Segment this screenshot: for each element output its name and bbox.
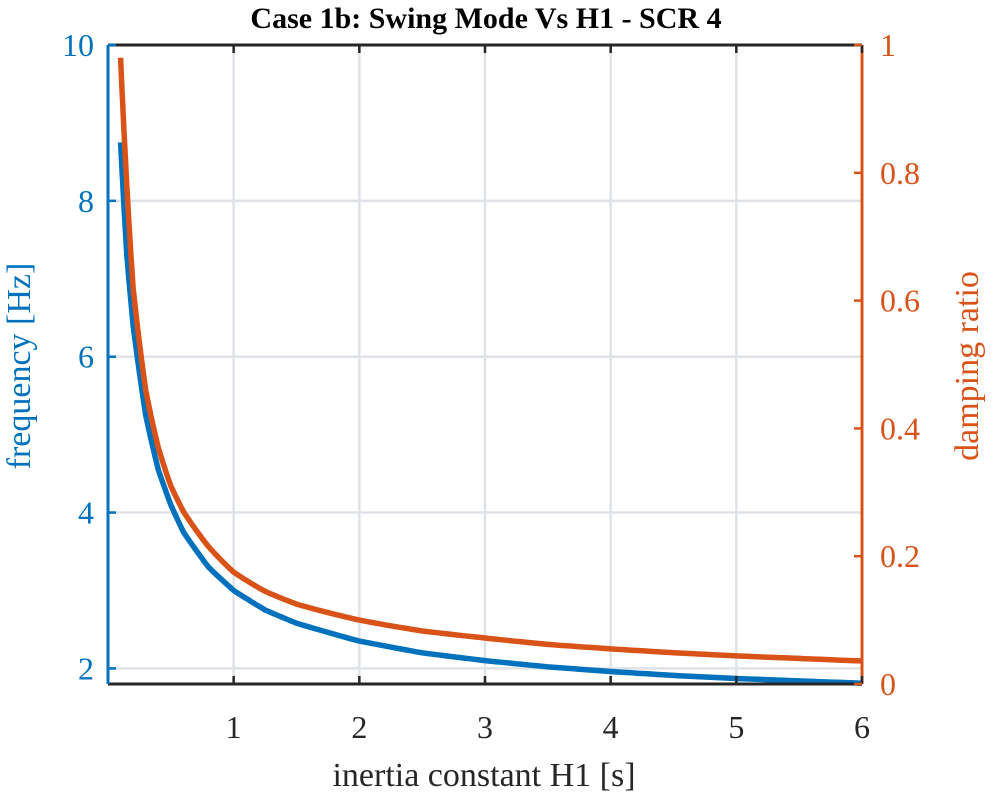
damping-ratio-line: [117, 57, 863, 664]
y-right-tick-label: 0.8: [880, 155, 920, 191]
series-lines: [117, 57, 863, 686]
y-left-tick-label: 4: [78, 495, 94, 531]
grid: [108, 45, 862, 684]
frequency-line: [117, 142, 863, 686]
y-right-tick-label: 1: [880, 27, 896, 63]
y-right-tick-label: 0.4: [880, 410, 920, 446]
y-left-tick-label: 2: [78, 650, 94, 686]
x-tick-label: 1: [226, 709, 242, 745]
x-tick-label: 3: [477, 709, 493, 745]
ticks: 1 2 3 4 5 6 2 4 6 8 10 0 0.2 0.4 0.6 0.8 1: [62, 27, 920, 745]
y-right-tick-label: 0: [880, 666, 896, 702]
y-right-tick-label: 0.6: [880, 283, 920, 319]
y-left-tick-label: 10: [62, 27, 94, 63]
y-axis-label-left: frequency [Hz]: [1, 263, 38, 470]
y-left-tick-label: 6: [78, 339, 94, 375]
x-tick-label: 2: [351, 709, 367, 745]
x-tick-label: 5: [728, 709, 744, 745]
x-tick-label: 6: [854, 709, 870, 745]
y-axis-label-right: damping ratio: [949, 271, 986, 461]
chart-title: Case 1b: Swing Mode Vs H1 - SCR 4: [250, 2, 721, 35]
y-left-tick-label: 8: [78, 183, 94, 219]
y-right-tick-label: 0.2: [880, 538, 920, 574]
x-axis-label: inertia constant H1 [s]: [332, 757, 635, 794]
x-tick-label: 4: [603, 709, 619, 745]
